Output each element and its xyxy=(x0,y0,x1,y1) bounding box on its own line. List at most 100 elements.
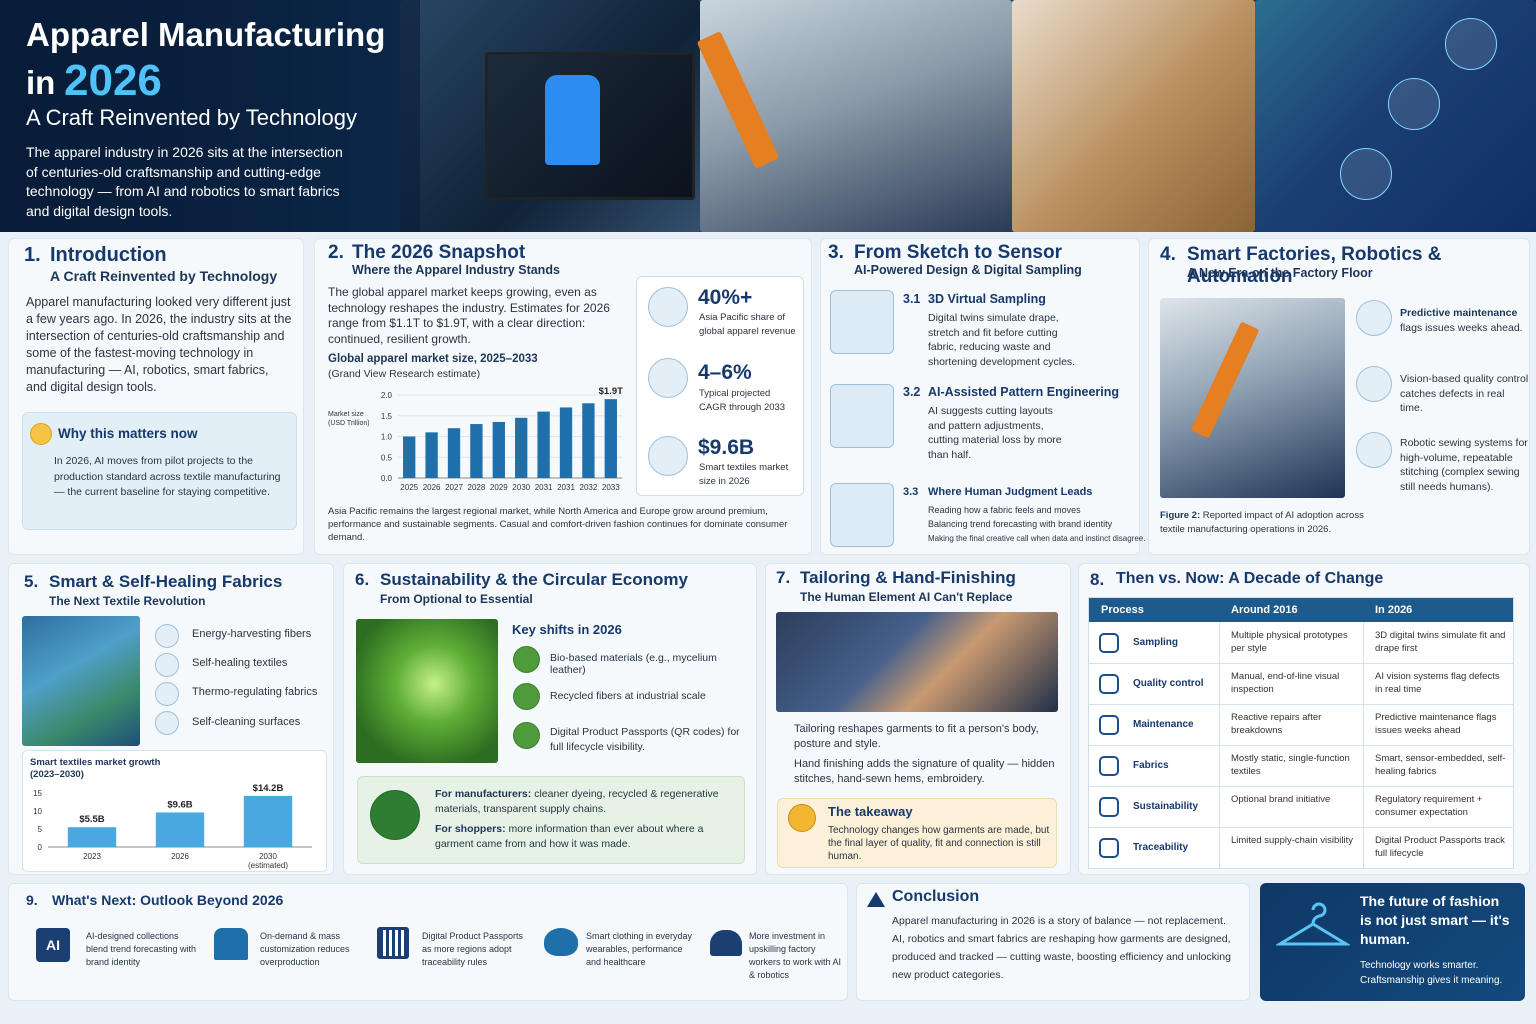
section-title: Introduction xyxy=(50,244,167,266)
bar xyxy=(515,417,528,478)
takeaway-text: Technology changes how garments are made… xyxy=(828,825,1050,862)
table-cell: Regulatory requirement + consumer expect… xyxy=(1375,794,1483,818)
section-subtitle: A New Era on the Factory Floor xyxy=(1187,266,1373,280)
photo-leaf xyxy=(356,619,498,763)
table-cell: Optional brand initiative xyxy=(1231,794,1331,805)
recycle-icon xyxy=(1340,148,1392,200)
comparison-table: Process Around 2016 In 2026 Sampling Multipl… xyxy=(1088,597,1514,869)
triangle-icon xyxy=(867,892,885,907)
table-header: In 2026 xyxy=(1375,604,1413,616)
globe-icon xyxy=(648,287,688,327)
icon-shape xyxy=(1276,902,1350,946)
section-number: 6. xyxy=(355,570,370,589)
table-col-rule xyxy=(1219,663,1220,704)
y-tick-label: 0 xyxy=(38,843,43,852)
item-title: Where Human Judgment Leads xyxy=(928,486,1093,498)
fabric-item: Self-healing textiles xyxy=(192,657,288,669)
table-col-rule xyxy=(1363,745,1364,786)
item-lead: Predictive maintenance xyxy=(1400,307,1518,319)
bulb-icon xyxy=(30,423,52,445)
table-col-rule xyxy=(1363,704,1364,745)
factory-item: Robotic sewing systems for high-volume, … xyxy=(1400,436,1530,494)
factory-item: Predictive maintenance flags issues week… xyxy=(1400,306,1530,335)
fabric-icon xyxy=(155,624,179,648)
bullet: Tailoring reshapes garments to fit a per… xyxy=(794,723,1039,750)
figure-caption: Figure 2: Reported impact of AI adoption… xyxy=(1160,509,1390,536)
table-cell: Digital Product Passports track full lif… xyxy=(1375,835,1505,859)
row-icon xyxy=(1099,756,1119,776)
y-tick-label: 15 xyxy=(33,789,42,798)
pattern-icon xyxy=(830,384,894,448)
section-number: 8. xyxy=(1090,570,1105,589)
ai-icon: AI xyxy=(36,928,70,962)
x-tick-note: (estimated) xyxy=(248,861,288,870)
recycle-icon xyxy=(513,683,540,710)
row-icon xyxy=(1099,797,1119,817)
x-tick-label: 2027 xyxy=(445,483,463,492)
bar xyxy=(67,827,117,847)
person-icon xyxy=(830,483,894,547)
x-tick-label: 2030 xyxy=(512,483,530,492)
audience-item: For manufacturers: cleaner dyeing, recyc… xyxy=(435,787,735,817)
section-body: Apparel manufacturing in 2026 is a story… xyxy=(892,915,1231,981)
bar xyxy=(470,424,483,478)
leaf-icon xyxy=(370,790,420,840)
process-name: Maintenance xyxy=(1133,719,1194,730)
outlook-item: More investment in upskilling factory wo… xyxy=(749,931,842,980)
item-text: catches defects in real time. xyxy=(1400,387,1505,415)
section-subtitle: The Next Textile Revolution xyxy=(49,594,206,608)
process-name: Quality control xyxy=(1133,678,1204,689)
section-number: 2. xyxy=(328,242,344,263)
table-cell: 3D digital twins simulate fit and drape … xyxy=(1375,630,1506,654)
header-intro: The apparel industry in 2026 sits at the… xyxy=(26,144,343,219)
table-cell: Predictive maintenance flags issues week… xyxy=(1375,712,1497,736)
section-number: 9. xyxy=(26,892,38,908)
section-number: 1. xyxy=(24,244,41,266)
callout-title: Why this matters now xyxy=(58,426,198,441)
table-row-rule xyxy=(1089,704,1513,705)
takeaway-box xyxy=(777,798,1057,868)
item-title: AI-Assisted Pattern Engineering xyxy=(928,385,1120,399)
y-tick-label: 2.0 xyxy=(381,391,393,400)
chart-subtitle: (Grand View Research estimate) xyxy=(328,368,481,380)
photo-jacket xyxy=(545,75,600,165)
x-tick-label: 2030 xyxy=(259,852,277,861)
stat-value: 40%+ xyxy=(698,286,753,309)
table-cell: Reactive repairs after breakdowns xyxy=(1231,712,1322,736)
process-name: Traceability xyxy=(1133,842,1189,853)
bar xyxy=(582,403,595,478)
item-text: AI suggests cutting layouts and pattern … xyxy=(928,405,1062,461)
shift-item: Digital Product Passports (QR codes) for… xyxy=(550,726,740,753)
row-icon xyxy=(1099,633,1119,653)
header-shade xyxy=(0,0,420,232)
audience-text: cleaner dyeing, recycled & regenerative … xyxy=(435,788,719,815)
table-header-bg xyxy=(1089,598,1513,622)
row-icon xyxy=(1099,674,1119,694)
section-title: What's Next: Outlook Beyond 2026 xyxy=(52,892,284,908)
callout-text: In 2026, AI moves from pilot projects to… xyxy=(54,455,281,498)
table-col-rule xyxy=(1219,827,1220,868)
section-subtitle: Where the Apparel Industry Stands xyxy=(352,263,560,277)
x-tick-label: 2023 xyxy=(83,852,101,861)
audience-lead: For shoppers: xyxy=(435,823,506,835)
photo-hands xyxy=(776,612,1058,712)
card-outlook xyxy=(8,883,848,1001)
audience-lead: For manufacturers: xyxy=(435,788,532,800)
outlook-item: AI-designed collections blend trend fore… xyxy=(86,931,197,967)
passport-icon xyxy=(513,722,540,749)
header-title: Apparel Manufacturing xyxy=(26,16,386,53)
outlook-item: Smart clothing in everyday wearables, pe… xyxy=(586,931,693,967)
heart-icon xyxy=(544,928,578,956)
section-subtitle: The Human Element AI Can't Replace xyxy=(800,590,1013,604)
bullet: Making the final creative call when data… xyxy=(928,534,1146,543)
fabric-item: Self-cleaning surfaces xyxy=(192,716,301,728)
hanger-icon xyxy=(1276,902,1350,946)
caption-text: Reported impact of AI adoption across te… xyxy=(1160,510,1364,535)
card-conclusion xyxy=(856,883,1250,1001)
section-title: Tailoring & Hand-Finishing xyxy=(800,568,1016,587)
closing-headline: The future of fashion is not just smart … xyxy=(1360,893,1510,947)
leaf-icon xyxy=(1388,78,1440,130)
bar xyxy=(447,428,461,478)
bar xyxy=(243,795,293,847)
